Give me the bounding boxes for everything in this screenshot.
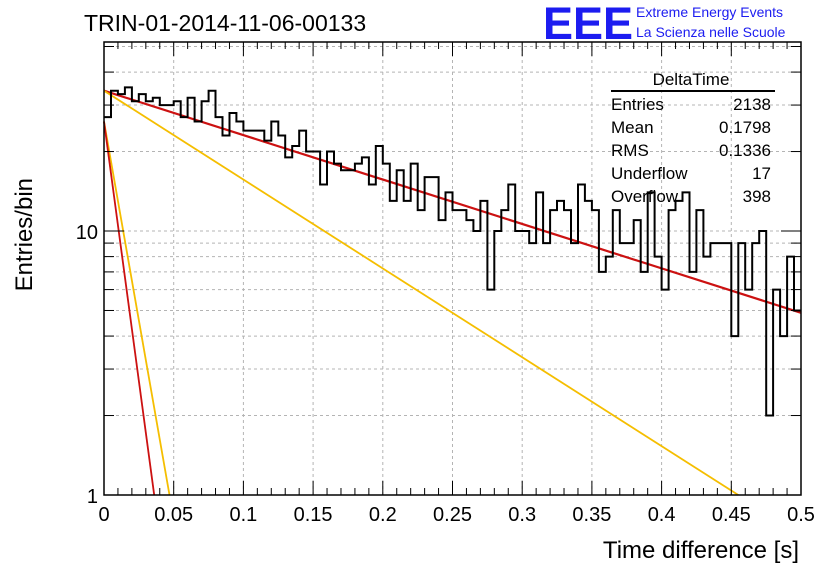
fit-curve-red-3 [103,121,156,496]
y-axis-label: Entries/bin [11,178,38,291]
stats-value: 17 [752,164,771,183]
y-tick-labels: 1 10 [76,222,98,508]
stats-box: DeltaTime Entries 2138 Mean 0.1798 RMS 0… [611,70,775,209]
x-tick-label: 0.2 [369,504,397,526]
x-tick-label: 0.5 [787,504,815,526]
x-tick-label: 0.35 [572,504,611,526]
stats-label: Overflow [611,187,679,206]
y-tick-label: 1 [87,486,98,508]
logo-caption-line2: La Scienza nelle Scuole [636,24,786,40]
stats-value: 398 [742,187,771,206]
x-tick-label: 0.4 [648,504,676,526]
stats-value: 2138 [733,95,771,114]
x-tick-label: 0.3 [508,504,536,526]
x-tick-label: 0.15 [294,504,333,526]
stats-label: Entries [611,95,664,114]
stats-label: Mean [611,118,654,137]
stats-row-mean: Mean 0.1798 [611,117,771,140]
stats-value: 0.1798 [719,118,771,137]
stats-label: RMS [611,141,649,160]
fit-curve-yellow-2 [103,121,171,496]
x-axis-label: Time difference [s] [603,537,799,564]
x-tick-labels: 0 0.05 0.1 0.15 0.2 0.25 0.3 0.35 0.4 0.45 0.5 [98,504,814,526]
histogram-steps [104,86,801,417]
chart-title: TRIN-01-2014-11-06-00133 [84,10,367,36]
x-tick-label: 0.1 [229,504,257,526]
y-tick-label: 10 [76,222,98,244]
stats-row-rms: RMS 0.1336 [611,140,771,163]
stats-box-divider [611,90,775,92]
stats-row-entries: Entries 2138 [611,94,771,117]
stats-label: Underflow [611,164,688,183]
x-tick-label: 0 [98,504,109,526]
stats-box-title: DeltaTime [652,70,730,89]
x-tick-label: 0.25 [433,504,472,526]
axis-ticks [103,42,802,496]
stats-value: 0.1336 [719,141,771,160]
stats-row-underflow: Underflow 17 [611,163,771,186]
x-tick-label: 0.05 [154,504,193,526]
stats-row-overflow: Overflow 398 [611,186,771,209]
fit-curve-yellow-1 [103,89,739,496]
histogram [104,86,801,417]
x-tick-label: 0.45 [712,504,751,526]
eee-logo: EEE [543,0,634,49]
logo-caption-line1: Extreme Energy Events [636,4,784,20]
